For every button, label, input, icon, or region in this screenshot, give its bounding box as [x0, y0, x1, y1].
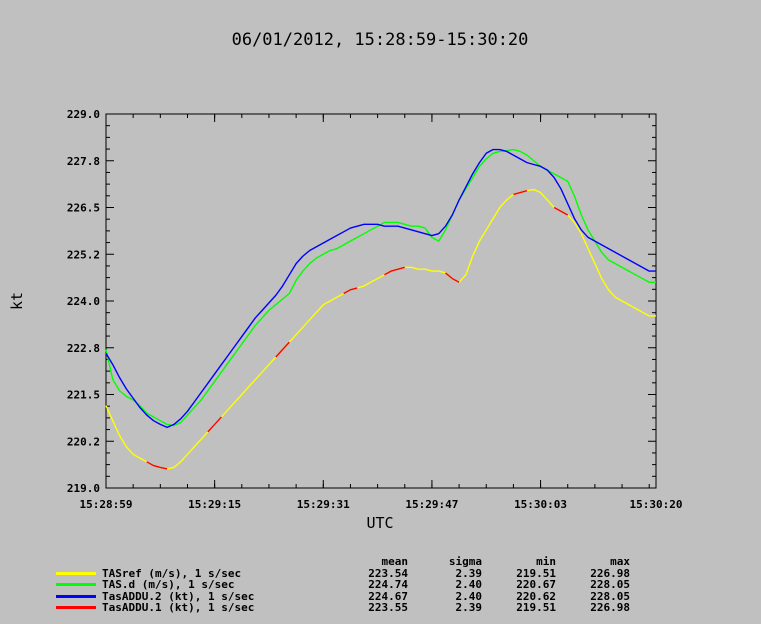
header-mean: mean [381, 555, 409, 568]
series-line [105, 148, 656, 429]
y-tick-label: 219.0 [67, 482, 100, 495]
x-tick-label: 15:30:03 [514, 498, 567, 511]
legend-name: TAS.d (m/s), 1 s/sec [102, 578, 235, 591]
y-tick-label: 225.2 [67, 248, 100, 261]
legend-swatch-tasref [56, 571, 96, 575]
series-line-segment [553, 206, 569, 216]
stat-max: 228.05 [590, 589, 630, 603]
x-tick-label: 15:29:15 [188, 498, 241, 511]
series-line-segment [146, 461, 168, 470]
y-tick-label: 224.0 [67, 295, 100, 308]
y-tick-label: 229.0 [67, 108, 100, 121]
series-line-segment [513, 189, 528, 196]
series-line-segment [275, 341, 290, 358]
stat-mean: 223.54 [368, 566, 408, 580]
legend-swatch-tasaddu1 [56, 606, 96, 610]
stat-sigma: 2.40 [455, 589, 483, 603]
stat-min: 220.62 [516, 589, 556, 603]
y-tick-label: 227.8 [67, 155, 100, 168]
stat-mean: 224.67 [368, 589, 408, 603]
y-tick-label: 226.5 [67, 202, 100, 215]
y-tick-label: 220.2 [67, 435, 100, 448]
axes-group: 219.0 220.2 221.5 222.8 224.0 225.2 226.5 227.8… [67, 108, 683, 511]
y-axis-label: kt [8, 292, 26, 310]
x-axis-label: UTC [366, 514, 393, 532]
legend-name: TasADDU.1 (kt), 1 s/sec [102, 601, 255, 614]
series-line-segment [384, 266, 405, 276]
stat-min: 219.51 [516, 601, 556, 614]
x-tick-label: 15:30:20 [630, 498, 683, 511]
stat-mean: 224.74 [368, 578, 408, 591]
legend-row: TASref (m/s), 1 s/sec 223.54 2.39 219.51… [56, 566, 630, 580]
plot-area [105, 113, 657, 489]
stat-max: 226.98 [590, 566, 630, 580]
legend-stats-table: mean sigma min max TASref (m/s), 1 s/sec… [56, 556, 630, 614]
series-lines-group [105, 148, 656, 470]
header-swatch-spacer [56, 560, 96, 563]
legend-name: TASref (m/s), 1 s/sec [102, 566, 242, 580]
series-line-segment [343, 287, 358, 295]
header-sigma: sigma [448, 555, 482, 568]
stat-max: 228.05 [590, 578, 630, 591]
series-line-segment [207, 416, 222, 433]
legend-row: TAS.d (m/s), 1 s/sec 224.74 2.40 220.67 … [56, 579, 630, 591]
series-line-segment [445, 272, 460, 283]
x-tick-label: 15:28:59 [80, 498, 133, 511]
legend-name: TasADDU.2 (kt), 1 s/sec [102, 589, 255, 603]
stat-max: 226.98 [590, 601, 630, 614]
header-max: max [610, 555, 630, 568]
header-min: min [536, 555, 556, 568]
stat-min: 219.51 [516, 566, 556, 580]
stat-sigma: 2.39 [455, 566, 483, 580]
series-line [105, 148, 656, 427]
y-tick-label: 222.8 [67, 342, 100, 355]
x-tick-label: 15:29:31 [297, 498, 350, 511]
chart-title: 06/01/2012, 15:28:59-15:30:20 [232, 30, 529, 50]
stat-sigma: 2.39 [455, 601, 483, 614]
stat-min: 220.67 [516, 578, 556, 591]
legend-swatch-tas-d [56, 583, 96, 587]
legend-row: TasADDU.1 (kt), 1 s/sec 223.55 2.39 219.… [56, 602, 630, 614]
stats-header-row: mean sigma min max [56, 555, 631, 568]
y-tick-label: 221.5 [67, 389, 100, 402]
x-tick-label: 15:29:47 [405, 498, 458, 511]
stat-mean: 223.55 [368, 601, 408, 614]
legend-row: TasADDU.2 (kt), 1 s/sec 224.67 2.40 220.… [56, 589, 630, 603]
stat-sigma: 2.40 [455, 578, 483, 591]
legend-swatch-tasaddu2 [56, 594, 96, 598]
